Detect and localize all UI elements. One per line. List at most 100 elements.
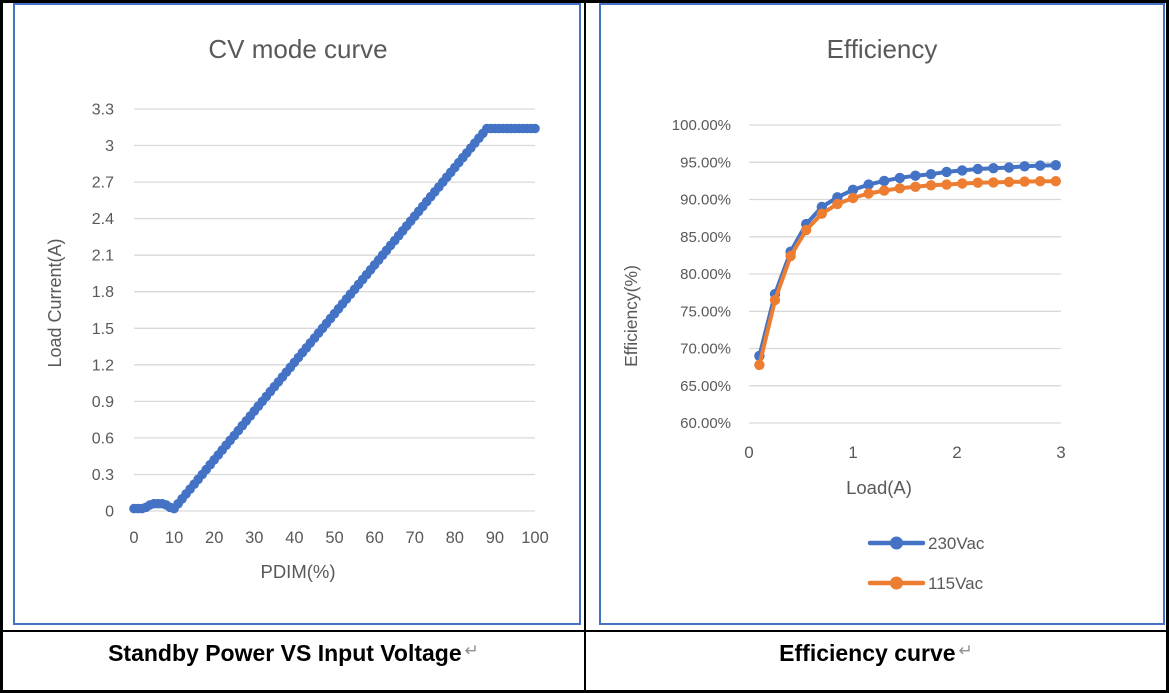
data-point [530,123,540,134]
return-mark-icon: ↵ [464,641,479,661]
y-tick-label: 70.00% [680,341,731,358]
y-tick-label: 3.3 [92,102,114,119]
data-point [894,172,905,184]
data-point [1003,176,1015,188]
data-point [801,224,812,236]
chart-title: CV mode curve [208,34,387,64]
x-tick-label: 30 [245,529,263,547]
x-tick-label: 50 [325,529,343,547]
y-tick-label: 2.4 [92,211,114,228]
cv-mode-chart-frame: 0 0.3 0.6 0.9 1.2 1.5 1.8 2.1 2.4 2.7 3 3.3 0 10 20 30 4… [13,3,581,625]
data-point [972,163,983,175]
legend-item-115Vac: 115Vac [867,574,984,593]
x-tick-label: 3 [1056,443,1065,462]
data-point [1035,160,1046,171]
y-tick-label: 1.5 [92,321,114,338]
x-tick-label: 0 [129,529,138,547]
data-point [1035,176,1046,187]
data-point [894,183,905,194]
y-tick-label: 75.00% [680,303,731,320]
caption-efficiency-curve: Efficiency curve [779,640,956,666]
caption-cell-right: Efficiency curve ↵ [585,631,1167,691]
data-point [972,177,983,188]
x-tick-label: 80 [446,529,464,547]
y-tick-label: 85.00% [680,229,731,246]
cell-cv-mode-chart: 0 0.3 0.6 0.9 1.2 1.5 1.8 2.1 2.4 2.7 3 3.3 0 10 20 30 4… [2,2,585,631]
y-tick-label: 3 [105,138,114,155]
data-point [957,178,968,189]
y-tick-label: 1.8 [92,284,114,301]
data-point [816,208,827,219]
data-point [941,179,952,190]
data-point [1050,176,1061,187]
y-tick-label: 100.00% [672,117,731,134]
data-point [863,188,874,199]
data-point [925,180,937,191]
chart-title: Efficiency [827,34,938,64]
x-tick-label: 10 [165,529,183,547]
series-line [757,179,1058,367]
y-tick-label: 60.00% [680,415,731,432]
x-tick-label: 100 [521,529,549,547]
data-point [1019,176,1030,187]
data-point [1003,162,1015,173]
y-tick-label: 0.3 [92,467,114,484]
x-tick-label: 60 [365,529,383,547]
data-point [910,170,921,181]
gridlines [749,124,1061,424]
y-tick-label: 0.6 [92,430,114,447]
y-tick-label: 90.00% [680,192,731,209]
legend-item-230Vac: 230Vac [867,534,985,553]
legend-label: 230Vac [928,534,985,553]
x-tick-label: 2 [952,443,961,462]
data-point [769,294,781,306]
y-tick-label: 1.2 [92,357,114,374]
data-point [832,198,843,210]
data-point [847,192,859,204]
x-tick-label: 40 [285,529,303,547]
efficiency-chart-frame: 60.00% 65.00% 70.00% 75.00% 80.00% 85.00% 90.0… [599,3,1165,625]
legend: 230Vac 115Vac [867,534,985,593]
legend-marker [890,536,903,550]
legend-marker [890,576,903,590]
x-tick-label: 0 [744,443,753,462]
data-point [785,250,796,262]
y-tick-label: 80.00% [680,266,731,283]
y-tick-label: 2.7 [92,175,114,192]
series-Load-Current [129,123,540,514]
data-point [863,179,874,190]
y-axis-title: Load Current(A) [45,238,65,367]
data-point [879,175,890,187]
series-115Vac [754,176,1061,371]
data-point [847,184,859,195]
series-230Vac [754,160,1061,362]
y-tick-label: 2.1 [92,248,114,265]
caption-cell-left: Standby Power VS Input Voltage ↵ [2,631,585,691]
y-axis-title: Efficiency(%) [621,265,641,367]
cell-efficiency-chart: 60.00% 65.00% 70.00% 75.00% 80.00% 85.00% 90.0… [585,2,1167,631]
x-axis-title: Load(A) [846,477,912,498]
data-point [754,359,765,371]
y-tick-label: 0 [105,504,114,521]
x-tick-label: 20 [205,529,223,547]
x-tick-label: 1 [848,443,857,462]
y-tick-label: 95.00% [680,154,731,171]
axis-tick-labels: 0 0.3 0.6 0.9 1.2 1.5 1.8 2.1 2.4 2.7 3 3.3 0 10 20 30 4… [92,102,549,548]
data-point [941,166,952,178]
data-point [957,165,968,176]
caption-standby-power: Standby Power VS Input Voltage [108,640,462,666]
data-point [925,169,937,180]
x-axis-title: PDIM(%) [260,561,335,582]
x-tick-label: 70 [406,529,424,547]
return-mark-icon: ↵ [958,641,973,661]
legend-label: 115Vac [928,574,984,593]
data-point [1050,160,1061,171]
series-line [757,163,1058,358]
y-tick-label: 65.00% [680,378,731,395]
data-point [879,185,890,196]
data-point [988,177,999,188]
efficiency-chart: 60.00% 65.00% 70.00% 75.00% 80.00% 85.00% 90.0… [621,34,1066,593]
x-tick-label: 90 [486,529,504,547]
